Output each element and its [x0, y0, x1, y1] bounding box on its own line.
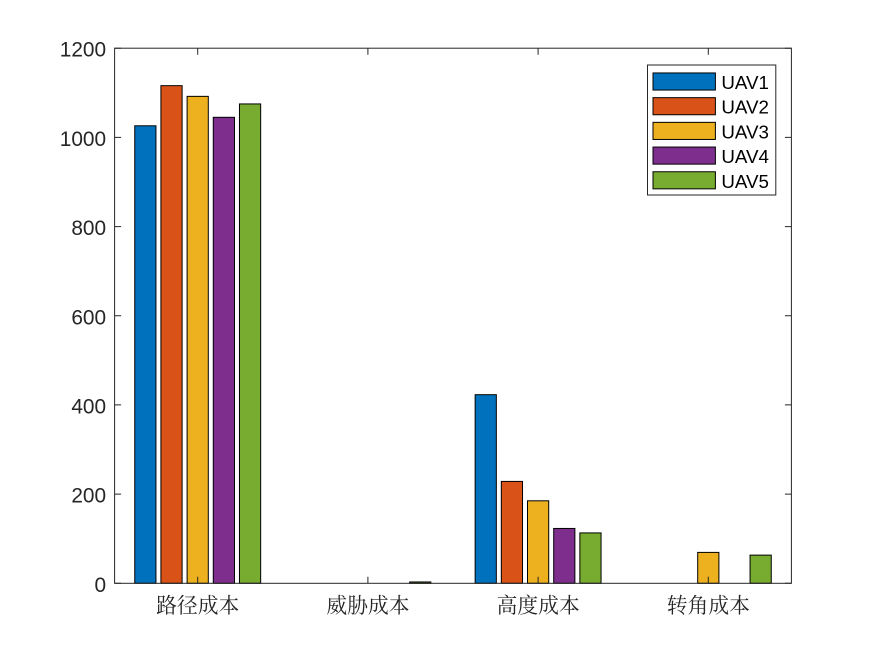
svg-text:UAV1: UAV1	[721, 72, 769, 93]
svg-text:UAV2: UAV2	[721, 97, 769, 118]
svg-text:1000: 1000	[60, 128, 106, 151]
svg-text:800: 800	[71, 217, 106, 240]
svg-text:UAV3: UAV3	[721, 121, 769, 142]
svg-text:UAV5: UAV5	[721, 171, 769, 192]
svg-text:UAV4: UAV4	[721, 146, 769, 167]
svg-text:600: 600	[71, 306, 106, 329]
svg-text:1200: 1200	[60, 39, 106, 62]
svg-text:400: 400	[71, 395, 106, 418]
svg-text:0: 0	[95, 574, 107, 597]
svg-text:200: 200	[71, 485, 106, 508]
